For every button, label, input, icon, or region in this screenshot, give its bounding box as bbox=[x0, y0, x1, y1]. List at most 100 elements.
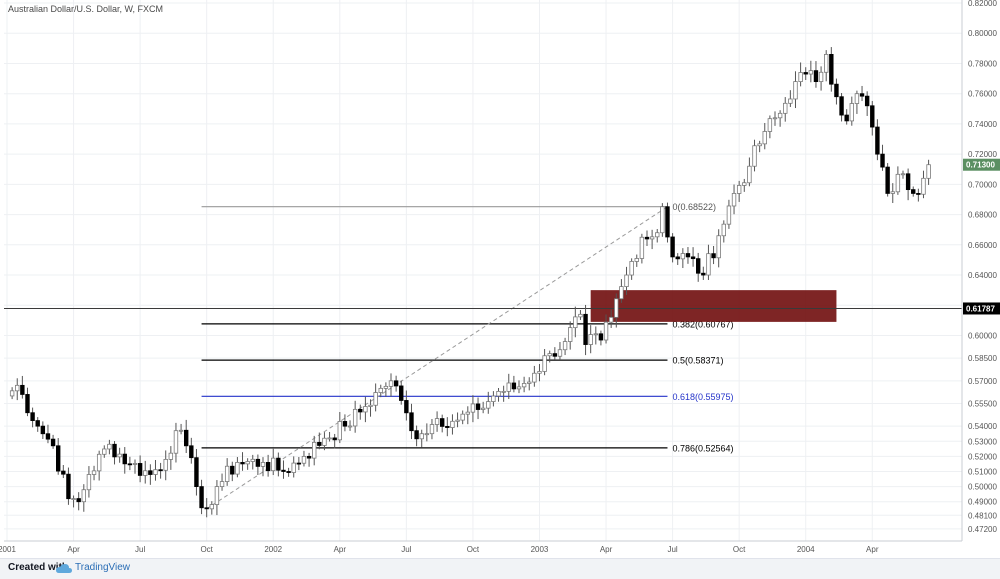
candle-up bbox=[900, 173, 906, 176]
candle-up bbox=[557, 349, 563, 357]
candle-down bbox=[834, 83, 839, 98]
candle-down bbox=[61, 470, 66, 475]
candle-down bbox=[281, 469, 286, 472]
candle-up bbox=[434, 418, 440, 425]
candle-up bbox=[655, 232, 660, 238]
x-tick-label: Jul bbox=[401, 545, 411, 554]
candle-up bbox=[322, 437, 327, 446]
candle-up bbox=[419, 433, 424, 440]
candle-up bbox=[578, 313, 583, 318]
x-axis: 2001 Apr Jul Oct 2002 Apr Jul Oct 2003 Apr Jul Oct 2… bbox=[0, 540, 962, 554]
y-tick-label: 0.53000 bbox=[968, 437, 997, 446]
candle-down bbox=[20, 384, 25, 395]
candle-up bbox=[81, 489, 86, 503]
x-tick-label: 2004 bbox=[797, 545, 815, 554]
candle-up bbox=[429, 424, 435, 435]
candle-up bbox=[716, 235, 721, 259]
candle-up bbox=[91, 470, 97, 475]
candle-down bbox=[230, 465, 235, 475]
candle-up bbox=[347, 425, 353, 428]
candle-up bbox=[808, 70, 814, 75]
candle-up bbox=[537, 371, 542, 374]
candle-down bbox=[675, 256, 680, 260]
candle-down bbox=[905, 173, 911, 191]
x-tick-label: Oct bbox=[200, 545, 213, 554]
candle-down bbox=[286, 471, 291, 473]
candle-up bbox=[762, 131, 767, 145]
candle-up bbox=[271, 457, 276, 472]
candle-down bbox=[696, 258, 701, 274]
candle-down bbox=[50, 438, 56, 447]
candle-down bbox=[414, 430, 419, 440]
y-tick-label: 0.70000 bbox=[968, 180, 997, 189]
price-chart[interactable]: 0(0.68522) 0.382(0.60767) 0.5(0.58371) 0.61… bbox=[0, 0, 1000, 558]
last-price-label: 0.71300 bbox=[966, 161, 995, 170]
candle-down bbox=[342, 421, 348, 427]
candle-up bbox=[352, 408, 358, 427]
candle-down bbox=[137, 463, 143, 476]
candle-up bbox=[629, 261, 634, 276]
candle-down bbox=[844, 114, 849, 122]
candle-up bbox=[547, 353, 552, 357]
candle-up bbox=[86, 474, 92, 491]
candle-down bbox=[445, 426, 450, 428]
candle-down bbox=[240, 462, 245, 465]
candle-up bbox=[824, 54, 829, 73]
x-tick-label: 2001 bbox=[0, 545, 16, 554]
y-tick-label: 0.76000 bbox=[968, 90, 997, 99]
candle-down bbox=[916, 193, 921, 195]
candle-up bbox=[9, 390, 15, 397]
candle-up bbox=[731, 193, 737, 207]
candle-up bbox=[219, 481, 225, 487]
last-price-box bbox=[963, 158, 1000, 171]
y-tick-label: 0.60000 bbox=[968, 331, 997, 340]
candle-up bbox=[250, 458, 255, 462]
y-tick-label: 0.74000 bbox=[968, 120, 997, 129]
candle-up bbox=[895, 173, 901, 193]
y-tick-label: 0.72000 bbox=[968, 150, 997, 159]
candle-up bbox=[291, 462, 296, 473]
x-tick-label: Oct bbox=[467, 545, 480, 554]
candle-up bbox=[726, 205, 732, 225]
candle-up bbox=[168, 452, 174, 460]
candle-up bbox=[501, 390, 506, 393]
candle-up bbox=[143, 470, 148, 476]
candle-up bbox=[117, 453, 122, 458]
candle-down bbox=[148, 470, 153, 475]
candle-down bbox=[552, 353, 558, 357]
candle-up bbox=[173, 430, 179, 454]
y-tick-label: 0.57000 bbox=[968, 377, 997, 386]
y-tick-label: 0.50000 bbox=[968, 483, 997, 492]
candle-down bbox=[803, 72, 808, 75]
y-tick-label: 0.54000 bbox=[968, 422, 997, 431]
candle-up bbox=[603, 321, 609, 341]
y-tick-label: 0.48100 bbox=[968, 511, 997, 520]
x-tick-label: 2002 bbox=[264, 545, 282, 554]
zone-rect[interactable] bbox=[590, 290, 837, 322]
candle-up bbox=[818, 71, 824, 83]
candle-down bbox=[439, 418, 445, 427]
y-tick-label: 0.51000 bbox=[968, 467, 997, 476]
supply-demand-zone[interactable] bbox=[590, 290, 837, 322]
candle-down bbox=[194, 457, 199, 487]
candle-up bbox=[854, 93, 860, 104]
candle-down bbox=[511, 382, 517, 390]
candle-down bbox=[690, 256, 696, 260]
candle-down bbox=[393, 380, 399, 387]
y-tick-label: 0.55500 bbox=[968, 399, 997, 408]
candle-up bbox=[747, 165, 752, 184]
tradingview-brand[interactable]: TradingView bbox=[75, 562, 131, 573]
candle-down bbox=[409, 412, 414, 432]
candle-up bbox=[455, 419, 460, 422]
candle-down bbox=[404, 400, 409, 414]
candle-up bbox=[736, 185, 742, 194]
trend-line-segment[interactable] bbox=[206, 206, 668, 510]
candle-up bbox=[506, 382, 511, 392]
candle-up bbox=[102, 448, 107, 455]
candle-up bbox=[706, 253, 711, 276]
candle-down bbox=[399, 385, 404, 401]
candle-down bbox=[670, 236, 675, 258]
trend-line[interactable] bbox=[206, 206, 668, 510]
fibonacci-retracement[interactable]: 0(0.68522) 0.382(0.60767) 0.5(0.58371) 0.61… bbox=[201, 202, 734, 453]
x-tick-label: Apr bbox=[600, 545, 613, 554]
